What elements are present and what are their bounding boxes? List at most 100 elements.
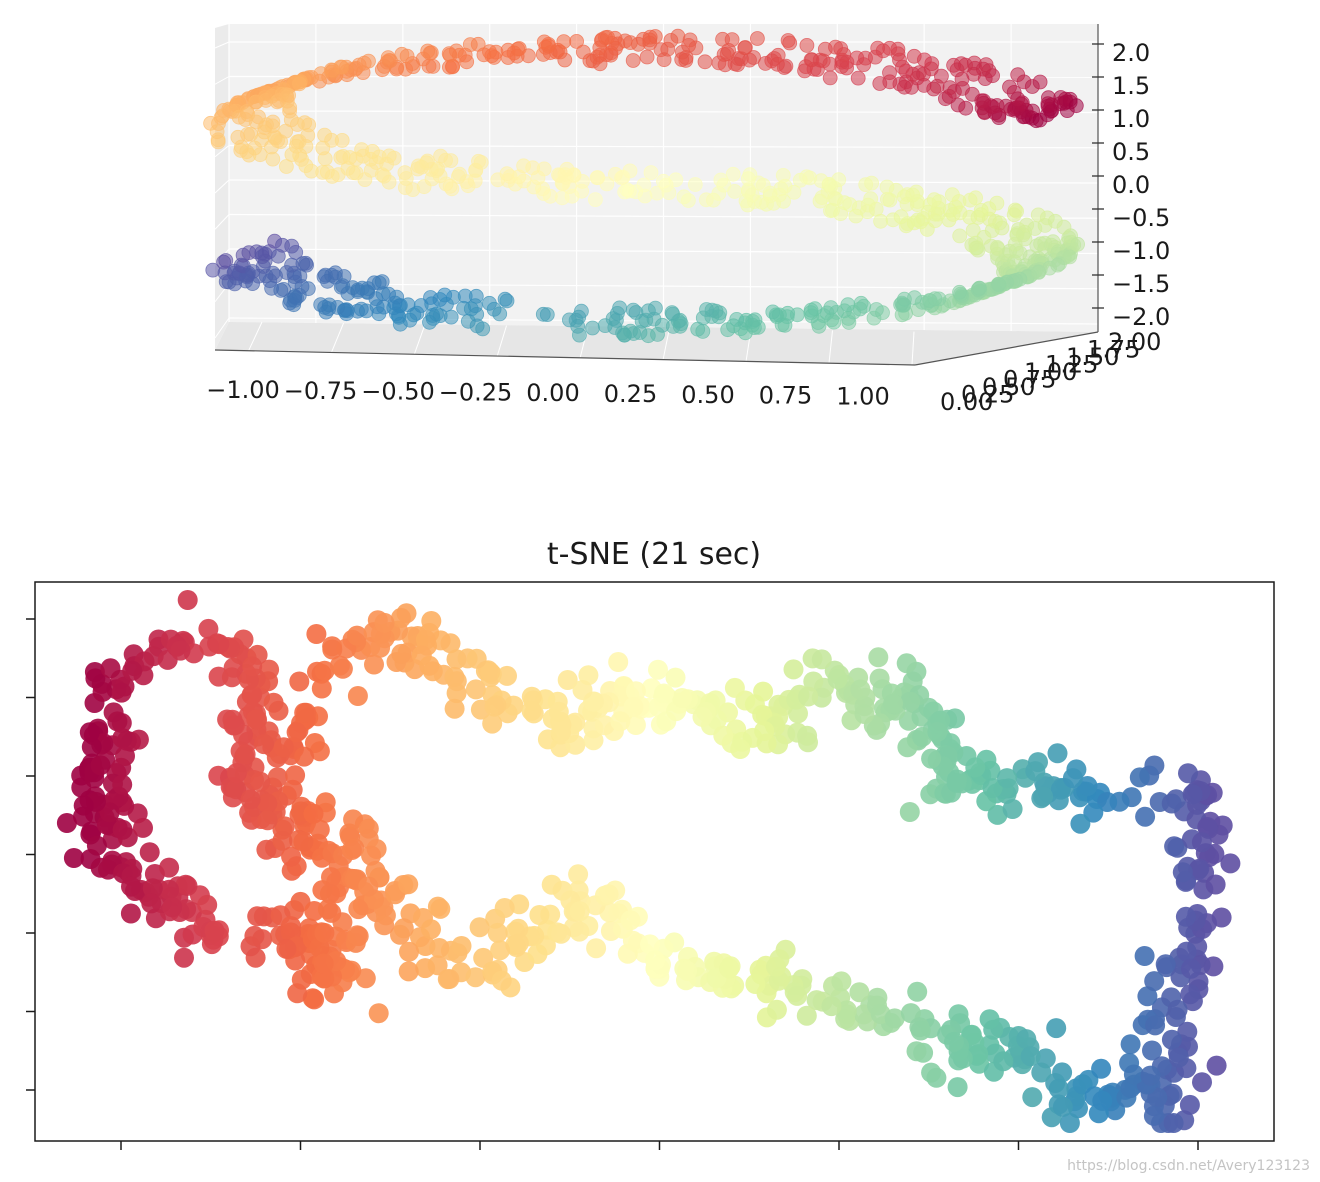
gridline (330, 323, 344, 354)
scatter-point (273, 737, 294, 758)
scatter-point (368, 1003, 389, 1024)
scatter-point (972, 280, 987, 296)
scatter-point (177, 590, 198, 610)
scatter-point (306, 624, 327, 644)
scatter-point (699, 302, 714, 317)
scatter-point (1046, 1018, 1067, 1039)
scatter-point (947, 1077, 968, 1098)
scatter-point (115, 746, 135, 766)
scatter-point (548, 701, 569, 722)
x-tick-label: 0.25 (604, 380, 657, 408)
scatter-point (107, 711, 128, 732)
scatter-point (1050, 257, 1066, 273)
scatter-point (281, 88, 297, 103)
scatter-point (608, 652, 629, 672)
scatter-point (398, 874, 419, 895)
scatter-point (358, 876, 379, 897)
scatter-point (342, 150, 358, 165)
scatter-point (427, 896, 448, 917)
scatter-point (313, 953, 334, 974)
z-axis-ticks (1092, 43, 1104, 309)
scatter-point (415, 629, 436, 650)
scatter-point (623, 697, 644, 717)
scatter-point (600, 29, 615, 45)
scatter-point (899, 802, 920, 822)
scatter-point (121, 876, 141, 897)
scatter-point (879, 179, 895, 195)
y-axis-tick-labels: 0.000.250.500.751.001.251.501.752.00 (940, 328, 1161, 416)
scatter-point (907, 290, 922, 306)
scatter-point (766, 999, 787, 1020)
scatter-point (391, 643, 412, 664)
scatter-point (867, 987, 888, 1008)
scatter-point (797, 725, 818, 746)
scatter-point (908, 184, 924, 200)
scatter-point (322, 639, 343, 660)
scatter-point (218, 253, 234, 268)
scatter-point (516, 158, 531, 174)
scatter-point (524, 925, 545, 946)
scatter-point (452, 166, 467, 182)
scatter-point (639, 49, 655, 65)
scatter-point (968, 1044, 989, 1065)
y-tick-label: 1.75 (1087, 336, 1140, 364)
scatter-point (204, 920, 225, 941)
scatter-point (979, 1009, 1000, 1030)
scatter-point (257, 793, 278, 814)
scatter-point (926, 192, 942, 208)
scatter-point (775, 167, 791, 183)
scatter-point (1163, 1113, 1184, 1133)
scatter-point (327, 265, 343, 281)
scatter-point (976, 93, 991, 109)
scatter-point (569, 34, 584, 49)
scatter-point (568, 864, 589, 885)
scatter-point (1161, 793, 1182, 814)
scatter-point (798, 686, 819, 707)
scatter-point (480, 662, 501, 683)
scatter-point (197, 894, 218, 915)
scatter-point (948, 1004, 969, 1025)
scatter-point (294, 702, 315, 723)
scatter-point (1192, 1072, 1212, 1093)
scatter-point (1206, 1055, 1227, 1076)
scatter-point (831, 971, 852, 992)
scatter-point (423, 290, 438, 305)
scatter-point (1070, 236, 1085, 252)
scatter-point (882, 65, 897, 81)
scatter-point (341, 840, 362, 860)
scatter-points-3d (203, 28, 1085, 344)
scatter-point (1134, 946, 1155, 966)
scatter-point (625, 53, 641, 68)
scatter-point (610, 711, 631, 732)
scatter-point (429, 938, 450, 958)
scatter-point (391, 607, 411, 628)
scatter-point (90, 755, 111, 776)
scatter-point (490, 940, 511, 961)
scatter-point (254, 734, 274, 755)
scatter-point (670, 28, 686, 44)
x-tick-label: −0.50 (361, 378, 435, 406)
scatter-point (821, 996, 842, 1017)
x-tick-label: 0.00 (526, 379, 579, 407)
scatter-point (569, 901, 590, 922)
scatter-point (864, 175, 879, 191)
gridline (214, 214, 230, 230)
scatter-point (653, 683, 674, 704)
scatter-point (656, 173, 671, 189)
scatter-point (1033, 786, 1054, 807)
scatter-point (100, 658, 121, 679)
scatter-point (1120, 1034, 1141, 1055)
z-tick-label: −2.0 (1112, 303, 1170, 331)
scatter-point (1172, 862, 1193, 883)
z-tick-label: −1.5 (1112, 270, 1170, 298)
scatter-point (1175, 906, 1196, 927)
scatter-point (421, 919, 441, 940)
scatter-point (934, 68, 949, 84)
scatter-point (293, 831, 314, 852)
gridline (911, 331, 915, 365)
gridline (214, 179, 230, 194)
x-axis-tick-labels: −1.00 −0.75 −0.50 −0.25 0.00 0.25 0.50 0.75 1.00 (206, 376, 889, 410)
scatter-point (226, 779, 247, 800)
scatter-point (625, 302, 641, 318)
scatter-point (63, 848, 84, 868)
